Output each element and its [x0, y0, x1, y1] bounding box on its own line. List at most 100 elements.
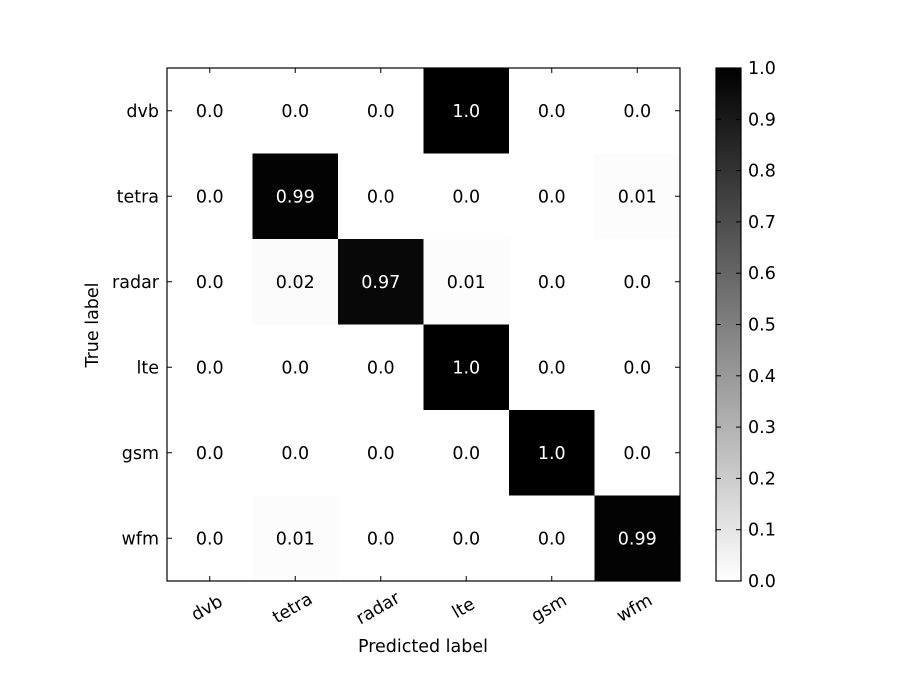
x-tick-label: radar	[353, 588, 404, 629]
cell-value-label: 0.0	[538, 273, 566, 293]
heatmap-cell	[252, 495, 339, 582]
cell-value-label: 0.0	[281, 444, 309, 464]
x-tick-labels: dvb tetra radar lte gsm wfm	[188, 588, 656, 629]
cell-value-label: 1.0	[452, 358, 480, 378]
colorbar-tick-label: 0.7	[748, 213, 776, 233]
heatmap-cell	[252, 239, 339, 325]
cell-value-label: 0.0	[367, 187, 395, 207]
heatmap-cell	[423, 410, 510, 496]
x-tick-label: tetra	[269, 589, 316, 628]
heatmap-cell	[423, 68, 510, 154]
heatmap-cell	[509, 324, 595, 411]
cell-value-label: 0.0	[623, 444, 651, 464]
heatmap-cell	[423, 239, 510, 325]
colorbar-tick-label: 0.4	[748, 367, 776, 387]
cell-value-label: 0.0	[196, 529, 224, 549]
heatmap-cell	[338, 68, 424, 154]
cell-value-label: 0.99	[618, 529, 657, 549]
cell-value-label: 0.99	[276, 187, 315, 207]
heatmap-cell	[423, 324, 510, 411]
x-tick-label: dvb	[188, 592, 226, 626]
heatmap-cell	[338, 324, 424, 411]
cell-value-label: 0.0	[623, 358, 651, 378]
heatmap-cell	[338, 153, 424, 240]
y-tick-label: tetra	[117, 187, 159, 207]
cell-value-label: 0.0	[623, 273, 651, 293]
heatmap-cell	[252, 410, 339, 496]
heatmap-cell	[167, 324, 253, 411]
cell-value-label: 0.0	[538, 358, 566, 378]
x-axis-label: Predicted label	[358, 637, 488, 657]
cell-value-label: 0.0	[538, 187, 566, 207]
y-tick-label: radar	[112, 273, 160, 293]
heatmap-cell	[252, 153, 339, 240]
colorbar-tick-label: 0.8	[748, 162, 776, 182]
colorbar-tick-label: 0.1	[748, 521, 776, 541]
colorbar-tick-label: 0.9	[748, 110, 776, 130]
heatmap-cell	[423, 495, 510, 582]
cell-value-labels: 0.0 0.0 0.0 1.0 0.0 0.0 0.0 0.99 0.0 0.0 0.0 0.01 0.…	[196, 102, 657, 550]
cell-value-label: 0.0	[367, 102, 395, 122]
heatmap-cell	[167, 153, 253, 240]
y-tick-label: lte	[137, 358, 160, 378]
cell-value-label: 0.0	[367, 529, 395, 549]
cell-value-label: 0.97	[361, 273, 400, 293]
colorbar-tick-label: 0.0	[748, 572, 776, 592]
colorbar-tick-label: 1.0	[748, 59, 776, 79]
cell-value-label: 0.01	[276, 529, 315, 549]
cell-value-label: 1.0	[452, 102, 480, 122]
heatmap-cell	[594, 153, 681, 240]
colorbar-tick-label: 0.6	[748, 264, 776, 284]
cell-value-label: 0.0	[452, 444, 480, 464]
heatmap-cell	[594, 410, 681, 496]
colorbar-tick-label: 0.3	[748, 418, 776, 438]
cell-value-label: 0.0	[367, 444, 395, 464]
cell-value-label: 0.0	[196, 358, 224, 378]
heatmap-cell	[252, 324, 339, 411]
heatmap-cell	[594, 68, 681, 154]
cell-value-label: 0.0	[196, 444, 224, 464]
heatmap-cell	[594, 239, 681, 325]
cell-value-label: 0.01	[618, 187, 657, 207]
colorbar-ticks: 0.0 0.1 0.2 0.3 0.4 0.5 0.6 0.7 0.8 0.9 1.0	[716, 59, 776, 592]
cell-value-label: 1.0	[538, 444, 566, 464]
y-tick-labels: dvb tetra radar lte gsm wfm	[112, 102, 160, 550]
y-tick-label: gsm	[122, 444, 159, 464]
heatmap-cell	[594, 324, 681, 411]
heatmap-cell	[338, 239, 424, 325]
heatmap-cell	[338, 495, 424, 582]
heatmap-cell	[509, 410, 595, 496]
heatmap-cell	[509, 153, 595, 240]
cell-value-label: 0.0	[196, 273, 224, 293]
heatmap-cell	[509, 239, 595, 325]
cell-value-label: 0.01	[447, 273, 486, 293]
heatmap-cell	[509, 68, 595, 154]
x-tick-label: lte	[449, 594, 478, 623]
heatmap-cell	[167, 68, 253, 154]
axis-ticks	[167, 68, 680, 581]
cell-value-label: 0.0	[196, 102, 224, 122]
heatmap-cell	[167, 239, 253, 325]
cell-value-label: 0.02	[276, 273, 315, 293]
cell-value-label: 0.0	[452, 529, 480, 549]
heatmap-cell	[509, 495, 595, 582]
cell-value-label: 0.0	[367, 358, 395, 378]
colorbar-tick-label: 0.5	[748, 316, 776, 336]
y-tick-label: wfm	[121, 529, 159, 549]
cell-value-label: 0.0	[281, 358, 309, 378]
cell-value-label: 0.0	[452, 187, 480, 207]
heatmap-cell	[167, 410, 253, 496]
plot-frame	[166, 67, 681, 582]
y-axis-label: True label	[83, 282, 103, 368]
heatmap-cell	[423, 153, 510, 240]
cell-value-label: 0.0	[281, 102, 309, 122]
heatmap-cell	[594, 495, 681, 582]
heatmap-cell	[252, 68, 339, 154]
cell-value-label: 0.0	[538, 529, 566, 549]
heatmap-cell	[338, 410, 424, 496]
colorbar-tick-label: 0.2	[748, 469, 776, 489]
heatmap-cell	[167, 495, 253, 582]
x-tick-label: gsm	[528, 591, 570, 627]
heatmap-cells	[167, 68, 681, 582]
